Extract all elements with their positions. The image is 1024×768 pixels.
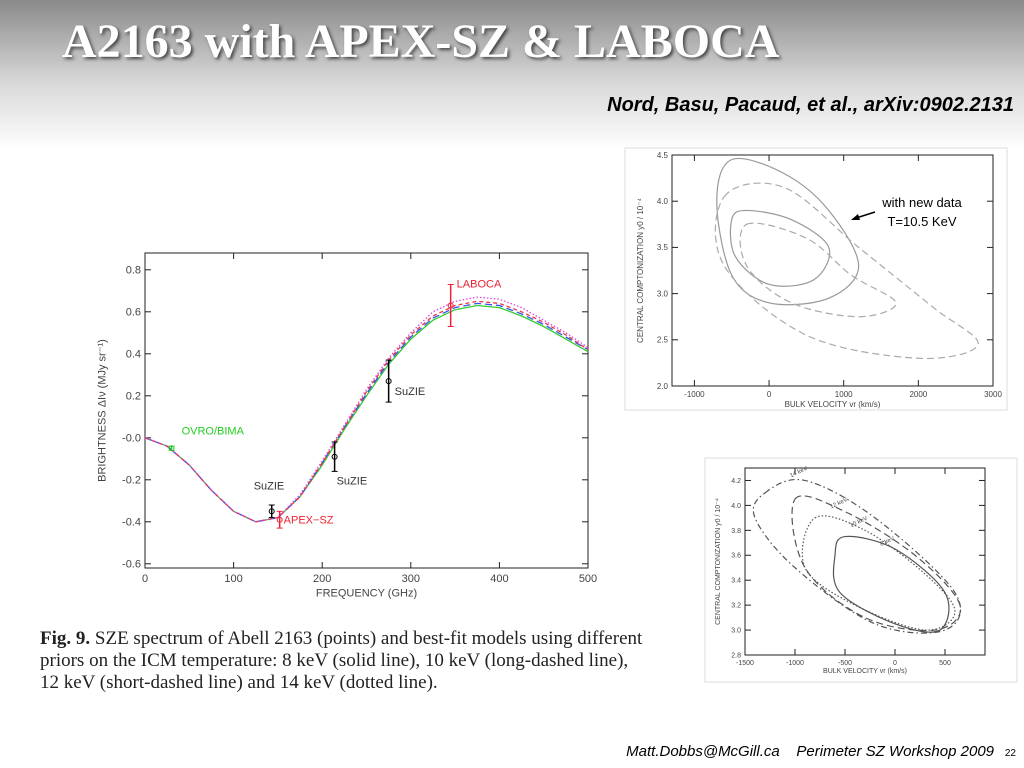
plot-frame — [744, 467, 986, 656]
point-label: OVRO/BIMA — [182, 425, 245, 437]
slide-title: A2163 with APEX-SZ & LABOCA — [62, 15, 780, 68]
y-tick-label: 4.0 — [657, 197, 669, 206]
x-tick-label: -500 — [838, 660, 852, 667]
data-point — [447, 302, 454, 309]
x-tick-label: 2000 — [909, 390, 927, 399]
model-curve — [144, 304, 589, 523]
y-tick-label: 2.8 — [731, 652, 741, 659]
y-tick-label: 0.2 — [126, 391, 141, 403]
y-axis-label: CENTRAL COMPTONIZATION y0 / 10⁻⁴ — [715, 498, 722, 625]
x-tick-label: 300 — [402, 573, 420, 585]
x-tick-label: 0 — [767, 390, 772, 399]
y-tick-label: -0.4 — [122, 517, 141, 529]
y-tick-label: 3.8 — [731, 528, 741, 535]
contour — [752, 478, 962, 634]
x-tick-label: 3000 — [984, 390, 1002, 399]
x-tick-label: 500 — [939, 660, 951, 667]
x-tick-label: 0 — [893, 660, 897, 667]
y-tick-label: 3.2 — [731, 603, 741, 610]
data-point — [268, 508, 275, 515]
x-tick-label: 0 — [142, 573, 148, 585]
y-tick-label: 0.8 — [126, 265, 141, 277]
x-axis-label: FREQUENCY (GHz) — [316, 588, 417, 600]
chart: 0 100 200 300 400 500 -0.6 -0.4 -0.2 -0.0 0.2 0.4 0.… — [96, 252, 597, 600]
point-label: SuZIE — [395, 386, 426, 398]
annotation: T=10.5 KeV — [887, 214, 956, 229]
x-tick-label: -1500 — [736, 660, 754, 667]
caption-text: SZE spectrum of Abell 2163 (points) and … — [40, 628, 643, 693]
y-tick-label: 2.5 — [657, 336, 669, 345]
arrow-head — [851, 214, 860, 220]
y-tick-label: 3.5 — [657, 243, 669, 252]
y-tick-label: 0.6 — [126, 307, 141, 319]
model-curve — [144, 300, 589, 523]
x-tick-label: 400 — [490, 573, 508, 585]
x-tick-label: 200 — [313, 573, 331, 585]
chart: -1500 -1000 -500 0 500 2.8 3.0 3.2 3.4 3.6 3.8 4.0 4… — [715, 466, 986, 675]
x-tick-label: 100 — [224, 573, 242, 585]
footer: Matt.Dobbs@McGill.ca Perimeter SZ Worksh… — [626, 743, 994, 760]
contour — [832, 535, 950, 633]
y-axis-label: CENTRAL COMPTONIZATION y0 / 10⁻⁴ — [636, 198, 645, 343]
y-tick-label: 3.0 — [657, 289, 669, 298]
data-point — [276, 516, 283, 523]
x-axis-label: BULK VELOCITY vr (km/s) — [785, 400, 881, 409]
plot-frame — [144, 252, 589, 569]
x-tick-label: -1000 — [786, 660, 804, 667]
point-label: SuZIE — [254, 480, 285, 492]
plot-frame — [671, 154, 994, 387]
email: Matt.Dobbs@McGill.ca — [626, 743, 780, 760]
page-number: 22 — [1004, 748, 1016, 759]
y-tick-label: 2.0 — [657, 382, 669, 391]
event: Perimeter SZ Workshop 2009 — [796, 743, 994, 760]
contour-label: 8 keV — [879, 536, 895, 548]
chart: -1000 0 1000 2000 3000 2.0 2.5 3.0 3.5 4.0 4.5 BULK… — [636, 151, 1002, 409]
citation: Nord, Basu, Pacaud, et al., arXiv:0902.2… — [607, 94, 1014, 116]
y-tick-label: 4.5 — [657, 151, 669, 160]
x-tick-label: 500 — [579, 573, 597, 585]
y-tick-label: 4.2 — [731, 478, 741, 485]
caption: Fig. 9. SZE spectrum of Abell 2163 (poin… — [40, 628, 650, 694]
x-tick-label: 1000 — [835, 390, 853, 399]
contour — [729, 209, 831, 287]
y-axis-label: BRIGHTNESS ΔIν (MJy sr⁻¹) — [96, 339, 108, 482]
data-point — [168, 445, 175, 452]
contour — [716, 157, 860, 306]
y-tick-label: 3.0 — [731, 628, 741, 635]
data-point — [385, 378, 392, 385]
header-band — [0, 0, 1024, 150]
y-tick-label: -0.6 — [122, 559, 141, 571]
y-tick-label: -0.2 — [122, 475, 141, 487]
y-tick-label: -0.0 — [122, 433, 141, 445]
data-point — [331, 453, 338, 460]
point-label: LABOCA — [457, 279, 502, 291]
point-label: APEX−SZ — [284, 515, 334, 527]
y-tick-label: 0.4 — [126, 349, 141, 361]
caption-label: Fig. 9. — [40, 628, 91, 649]
y-tick-label: 3.6 — [731, 553, 741, 560]
y-tick-label: 3.4 — [731, 578, 741, 585]
y-tick-label: 4.0 — [731, 503, 741, 510]
x-axis-label: BULK VELOCITY vr (km/s) — [823, 668, 907, 675]
point-label: SuZIE — [337, 476, 368, 488]
x-tick-label: -1000 — [684, 390, 705, 399]
annotation: with new data — [881, 195, 962, 210]
model-curve — [144, 296, 589, 523]
contour — [739, 222, 897, 318]
